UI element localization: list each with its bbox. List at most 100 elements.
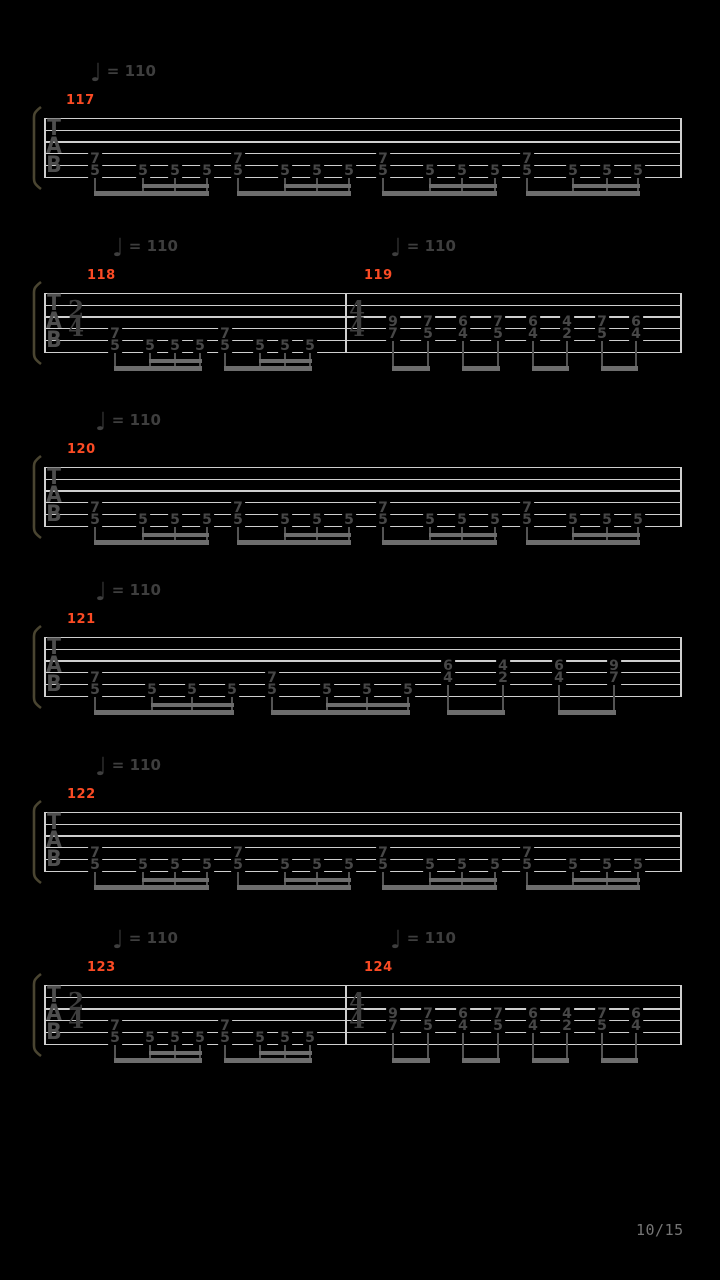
fret-number[interactable]: 6: [629, 314, 643, 331]
fret-number[interactable]: 5: [595, 1018, 609, 1034]
fret-number[interactable]: 5: [520, 162, 534, 179]
fret-number[interactable]: 7: [421, 314, 435, 331]
fret-number[interactable]: 7: [231, 151, 245, 167]
fret-number[interactable]: 5: [200, 856, 214, 873]
fret-number[interactable]: 5: [320, 681, 334, 698]
fret-number[interactable]: 7: [491, 314, 505, 331]
fret-number[interactable]: 2: [560, 1018, 574, 1034]
fret-number[interactable]: 5: [278, 337, 292, 354]
fret-number[interactable]: 5: [88, 162, 102, 179]
fret-number[interactable]: 5: [376, 511, 390, 528]
fret-number[interactable]: 5: [631, 162, 645, 179]
fret-number[interactable]: 5: [491, 1018, 505, 1034]
fret-number[interactable]: 5: [421, 1018, 435, 1034]
fret-number[interactable]: 5: [376, 162, 390, 179]
fret-number[interactable]: 4: [560, 314, 574, 331]
fret-number[interactable]: 5: [342, 856, 356, 873]
fret-number[interactable]: 7: [607, 670, 621, 686]
fret-number[interactable]: 5: [265, 681, 279, 698]
fret-number[interactable]: 5: [200, 162, 214, 179]
fret-number[interactable]: 4: [456, 1018, 470, 1034]
fret-number[interactable]: 4: [560, 1006, 574, 1023]
fret-number[interactable]: 7: [88, 670, 102, 686]
fret-number[interactable]: 7: [595, 314, 609, 331]
fret-number[interactable]: 5: [423, 511, 437, 528]
fret-number[interactable]: 5: [491, 326, 505, 342]
fret-number[interactable]: 5: [88, 681, 102, 698]
fret-number[interactable]: 5: [421, 326, 435, 342]
fret-number[interactable]: 5: [423, 856, 437, 873]
fret-number[interactable]: 5: [595, 326, 609, 342]
fret-number[interactable]: 5: [455, 162, 469, 179]
fret-number[interactable]: 6: [456, 314, 470, 331]
fret-number[interactable]: 4: [456, 326, 470, 342]
fret-number[interactable]: 5: [88, 511, 102, 528]
fret-number[interactable]: 5: [566, 511, 580, 528]
fret-number[interactable]: 7: [520, 845, 534, 861]
fret-number[interactable]: 5: [278, 162, 292, 179]
fret-number[interactable]: 6: [456, 1006, 470, 1023]
fret-number[interactable]: 5: [360, 681, 374, 698]
fret-number[interactable]: 5: [600, 162, 614, 179]
fret-number[interactable]: 5: [310, 511, 324, 528]
fret-number[interactable]: 7: [520, 500, 534, 516]
fret-number[interactable]: 4: [629, 1018, 643, 1034]
fret-number[interactable]: 2: [496, 670, 510, 686]
fret-number[interactable]: 5: [566, 162, 580, 179]
fret-number[interactable]: 5: [600, 856, 614, 873]
fret-number[interactable]: 6: [552, 658, 566, 675]
fret-number[interactable]: 7: [88, 500, 102, 516]
fret-number[interactable]: 7: [265, 670, 279, 686]
fret-number[interactable]: 4: [496, 658, 510, 675]
fret-number[interactable]: 5: [168, 1029, 182, 1046]
fret-number[interactable]: 7: [376, 500, 390, 516]
fret-number[interactable]: 5: [303, 1029, 317, 1046]
fret-number[interactable]: 6: [629, 1006, 643, 1023]
fret-number[interactable]: 7: [218, 1018, 232, 1034]
fret-number[interactable]: 9: [386, 314, 400, 331]
fret-number[interactable]: 9: [386, 1006, 400, 1023]
fret-number[interactable]: 5: [231, 511, 245, 528]
fret-number[interactable]: 5: [631, 856, 645, 873]
fret-number[interactable]: 5: [631, 511, 645, 528]
fret-number[interactable]: 4: [629, 326, 643, 342]
fret-number[interactable]: 5: [225, 681, 239, 698]
fret-number[interactable]: 6: [526, 314, 540, 331]
fret-number[interactable]: 5: [193, 1029, 207, 1046]
fret-number[interactable]: 5: [108, 337, 122, 354]
fret-number[interactable]: 5: [600, 511, 614, 528]
fret-number[interactable]: 7: [595, 1006, 609, 1023]
fret-number[interactable]: 7: [218, 326, 232, 342]
fret-number[interactable]: 7: [491, 1006, 505, 1023]
fret-number[interactable]: 5: [278, 856, 292, 873]
fret-number[interactable]: 5: [168, 337, 182, 354]
fret-number[interactable]: 5: [342, 511, 356, 528]
fret-number[interactable]: 5: [218, 1029, 232, 1046]
fret-number[interactable]: 5: [200, 511, 214, 528]
fret-number[interactable]: 5: [488, 162, 502, 179]
fret-number[interactable]: 5: [88, 856, 102, 873]
fret-number[interactable]: 5: [310, 856, 324, 873]
fret-number[interactable]: 7: [376, 151, 390, 167]
fret-number[interactable]: 5: [455, 856, 469, 873]
fret-number[interactable]: 7: [421, 1006, 435, 1023]
fret-number[interactable]: 5: [455, 511, 469, 528]
fret-number[interactable]: 5: [193, 337, 207, 354]
fret-number[interactable]: 4: [441, 670, 455, 686]
fret-number[interactable]: 5: [145, 681, 159, 698]
fret-number[interactable]: 5: [108, 1029, 122, 1046]
fret-number[interactable]: 5: [278, 511, 292, 528]
fret-number[interactable]: 5: [168, 856, 182, 873]
fret-number[interactable]: 5: [231, 856, 245, 873]
fret-number[interactable]: 5: [168, 162, 182, 179]
fret-number[interactable]: 4: [526, 1018, 540, 1034]
fret-number[interactable]: 5: [423, 162, 437, 179]
fret-number[interactable]: 5: [185, 681, 199, 698]
fret-number[interactable]: 5: [143, 337, 157, 354]
fret-number[interactable]: 4: [552, 670, 566, 686]
fret-number[interactable]: 5: [566, 856, 580, 873]
fret-number[interactable]: 5: [136, 162, 150, 179]
fret-number[interactable]: 5: [136, 856, 150, 873]
fret-number[interactable]: 5: [231, 162, 245, 179]
fret-number[interactable]: 7: [88, 845, 102, 861]
